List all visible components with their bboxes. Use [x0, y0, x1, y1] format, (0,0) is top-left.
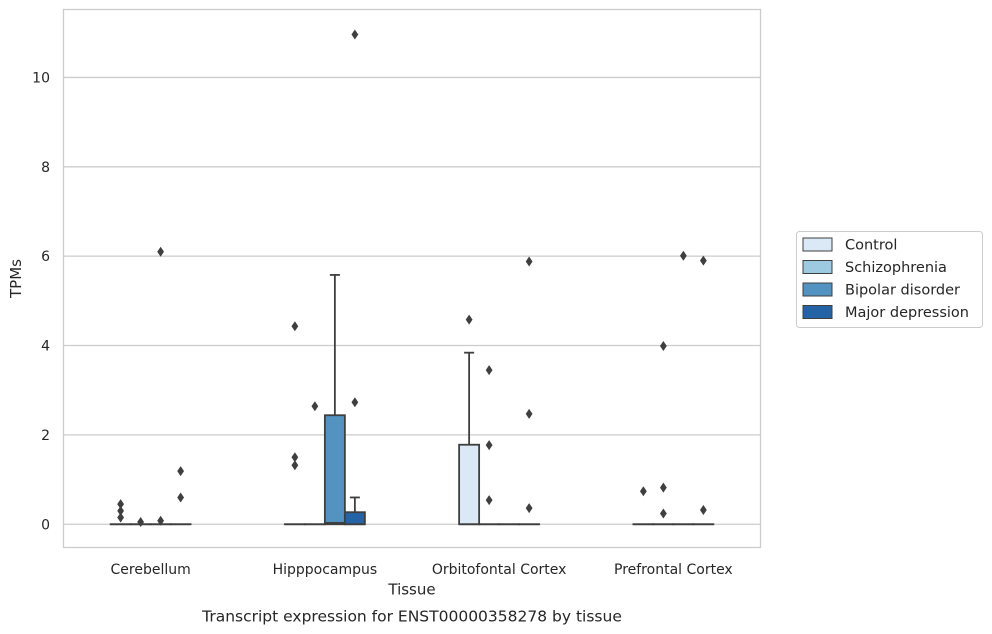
box-bipolar-disorder [323, 274, 346, 526]
iqr-box [323, 414, 346, 526]
outlier-point [291, 321, 299, 332]
box-schizophrenia [303, 401, 326, 526]
legend-label: Schizophrenia [845, 260, 947, 276]
outlier-point [117, 512, 125, 523]
box-schizophrenia [129, 517, 152, 528]
outlier-point [639, 486, 647, 497]
x-tick-label: Orbitofontal Cortex [432, 562, 567, 578]
gridlines [63, 76, 761, 525]
x-tick-label: Prefrontal Cortex [614, 562, 733, 578]
legend-item: Schizophrenia [802, 260, 947, 276]
outlier-point [659, 508, 667, 519]
legend-item: Control [802, 237, 897, 254]
legend: Control Schizophrenia Bipolar disorder Majo… [796, 231, 983, 328]
outlier-point [291, 452, 299, 463]
y-tick-label: 10 [32, 70, 50, 86]
outlier-point [699, 504, 707, 515]
plot-frame [62, 8, 762, 549]
legend-label: Major depression [845, 305, 969, 321]
outlier-point [311, 401, 319, 412]
x-tick-label: Hipppocampus [273, 562, 378, 578]
legend-label: Control [845, 238, 897, 254]
outlier-point [699, 255, 707, 266]
box-plot-marks [109, 29, 715, 528]
outlier-point [485, 365, 493, 376]
outlier-point [679, 250, 687, 261]
outlier-point [117, 499, 125, 510]
outlier-point [659, 482, 667, 493]
outlier-point [291, 460, 299, 471]
y-tick-label: 4 [41, 339, 50, 355]
outlier-point [485, 440, 493, 451]
outlier-point [525, 408, 533, 419]
outlier-point [177, 466, 185, 477]
y-tick-label: 6 [41, 249, 50, 265]
box-major-depression [518, 256, 541, 526]
y-tick-label: 8 [41, 160, 50, 176]
box-control [458, 314, 481, 526]
legend-swatch [802, 260, 833, 274]
outlier-point [465, 314, 473, 325]
iqr-box [458, 443, 481, 526]
legend-swatch [802, 305, 833, 319]
box-major-depression [692, 255, 715, 526]
outlier-point [351, 29, 359, 40]
box-bipolar-disorder [672, 250, 695, 526]
outlier-point [177, 492, 185, 503]
outlier-point [157, 515, 165, 526]
iqr-box [343, 511, 366, 526]
outlier-point [525, 503, 533, 514]
y-tick-label: 0 [41, 517, 50, 533]
box-control [283, 321, 306, 526]
outlier-point [659, 340, 667, 351]
legend-item: Major depression [802, 305, 969, 321]
legend-swatch [802, 282, 833, 297]
x-tick-label: Cerebellum [111, 562, 191, 578]
outlier-point [351, 397, 359, 408]
outlier-point [117, 505, 125, 516]
legend-item: Bipolar disorder [802, 282, 960, 299]
box-bipolar-disorder [149, 246, 172, 526]
box-schizophrenia [478, 365, 501, 526]
box-major-depression [343, 29, 366, 526]
outlier-point [137, 517, 145, 528]
outlier-point [485, 495, 493, 506]
legend-frame [796, 231, 983, 328]
box-major-depression [169, 466, 192, 526]
outlier-point [157, 246, 165, 257]
x-axis-label: Tissue [387, 581, 435, 599]
y-axis-ticks: 0 2 4 6 8 10 [32, 70, 50, 533]
box-control [632, 486, 655, 526]
legend-label: Bipolar disorder [845, 283, 960, 299]
y-tick-label: 2 [41, 428, 50, 444]
y-axis-label: TPMs [7, 259, 25, 299]
outlier-point [525, 256, 533, 267]
box-control [109, 499, 132, 526]
legend-swatch [802, 237, 833, 252]
box-schizophrenia [652, 340, 675, 526]
chart-caption: Transcript expression for ENST0000035827… [201, 608, 622, 626]
x-axis-ticks: Cerebellum Hipppocampus Orbitofontal Corte… [111, 562, 733, 578]
